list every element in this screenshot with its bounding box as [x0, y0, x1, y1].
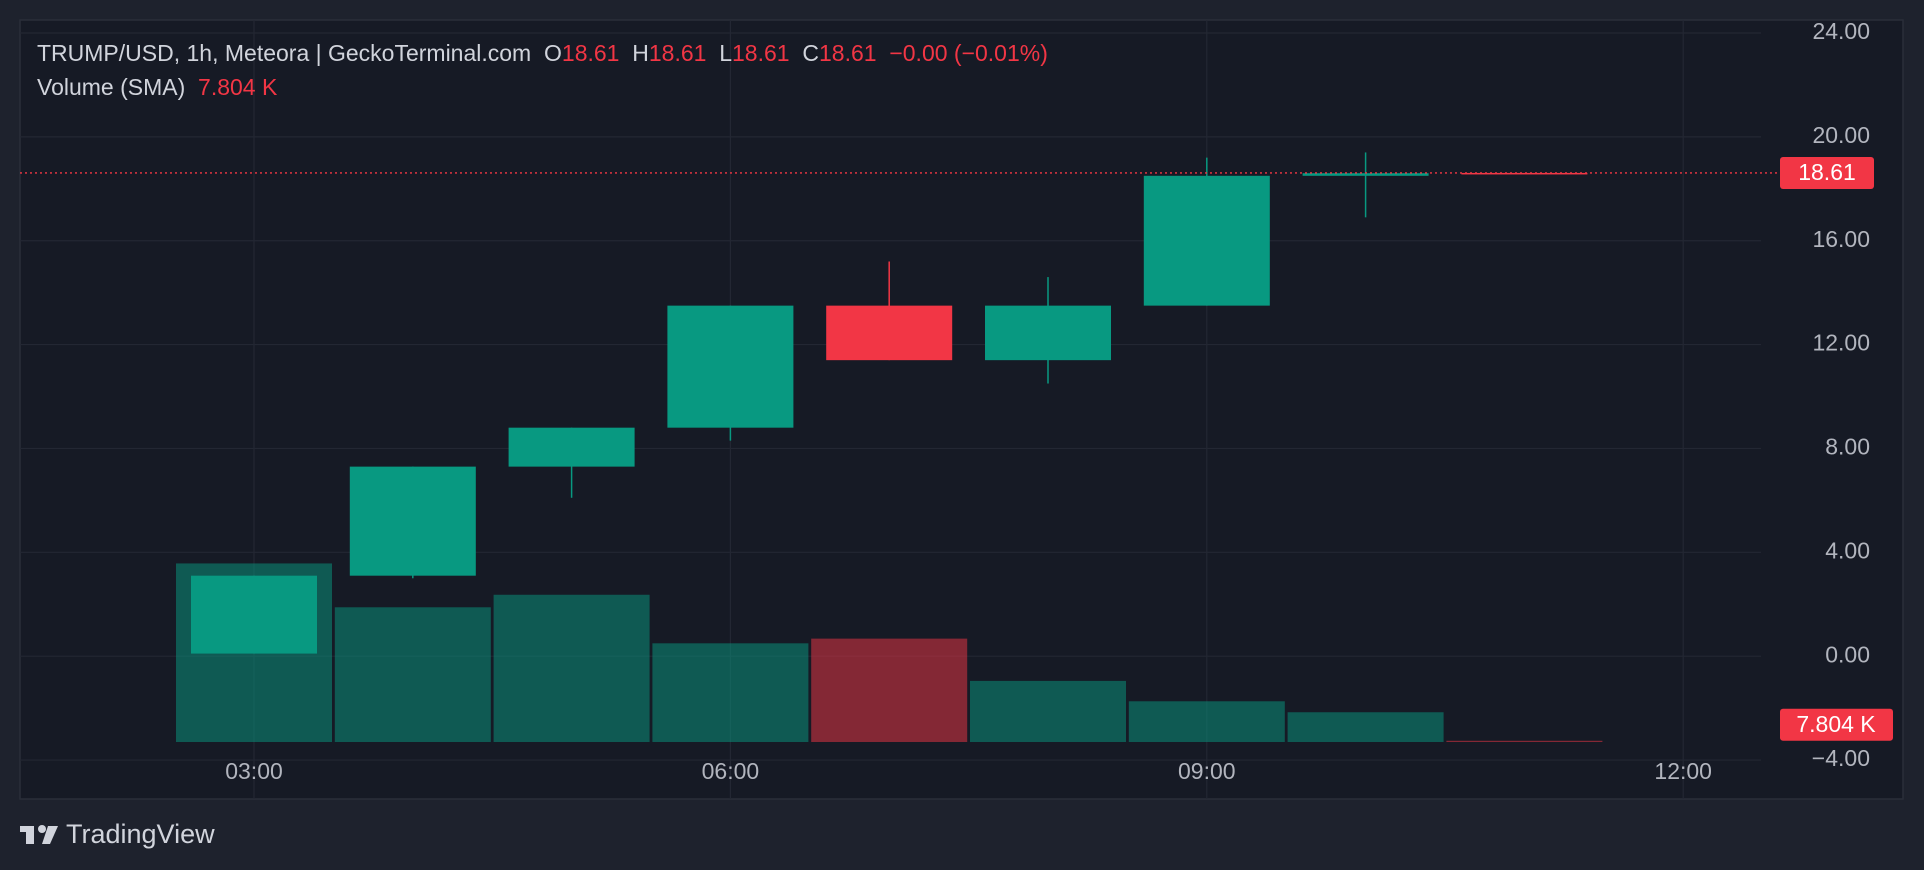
legend-row: TRUMP/USD, 1h, Meteora | GeckoTerminal.c… [37, 36, 1048, 70]
y-tick-label: 0.00 [1825, 641, 1870, 667]
volume-bar [334, 607, 491, 742]
candle-body [191, 575, 317, 654]
candle-body [1143, 175, 1270, 306]
x-tick-label: 09:00 [1178, 758, 1236, 784]
last-price-box [1780, 156, 1874, 189]
legend-row: Volume (SMA) 7.804 K [37, 70, 1048, 104]
x-tick-label: 12:00 [1654, 758, 1712, 784]
y-tick-label: 20.00 [1812, 122, 1870, 148]
candle-body [667, 305, 794, 428]
volume-bar [1128, 701, 1285, 742]
candle-body [508, 427, 635, 467]
symbol-title: TRUMP/USD, 1h, Meteora | GeckoTerminal.c… [37, 40, 532, 66]
volume-bar [1287, 712, 1444, 742]
logo-part [26, 826, 34, 844]
volume-value: 7.804 K [198, 74, 278, 100]
y-tick-label: 4.00 [1825, 537, 1870, 563]
candle-body [985, 305, 1111, 361]
ohlc-value: 18.61 [648, 40, 707, 66]
volume-bar [652, 643, 809, 742]
logo-part [38, 825, 46, 833]
ohlc-value: 18.61 [732, 40, 790, 66]
ohlc-value: 18.61 [561, 40, 620, 66]
volume-title: Volume (SMA) [37, 74, 186, 100]
change: −0.00 (−0.01%) [889, 40, 1048, 66]
candle-body [349, 466, 476, 576]
y-tick-label: 12.00 [1812, 330, 1870, 356]
x-tick-label: 06:00 [702, 758, 760, 784]
logo-part [42, 826, 58, 844]
volume-bar [493, 594, 650, 742]
volume-bar [1446, 740, 1603, 742]
ohlc-key: C [802, 40, 819, 66]
volume-bar [811, 638, 968, 742]
branding: TradingView [66, 819, 215, 849]
ohlc-key: L [719, 40, 733, 66]
ohlc-key: O [544, 40, 562, 66]
volume-bar [970, 680, 1126, 742]
ohlc-value: 18.61 [818, 40, 877, 66]
y-tick-label: 16.00 [1812, 226, 1870, 252]
y-tick-label: 24.00 [1812, 18, 1870, 44]
y-tick-label: −4.00 [1812, 745, 1870, 771]
volume-label-box [1780, 708, 1893, 741]
volume-label: 7.804 K [1796, 711, 1876, 737]
x-tick-label: 03:00 [225, 758, 283, 784]
last-price-label: 18.61 [1798, 159, 1856, 185]
tradingview-logo [20, 825, 58, 844]
candle-body [1302, 173, 1429, 176]
legend: TRUMP/USD, 1h, Meteora | GeckoTerminal.c… [37, 36, 1048, 104]
candle-body [826, 305, 953, 361]
y-tick-label: 8.00 [1825, 434, 1870, 460]
candle-body [1461, 172, 1588, 175]
ohlc-key: H [632, 40, 649, 66]
